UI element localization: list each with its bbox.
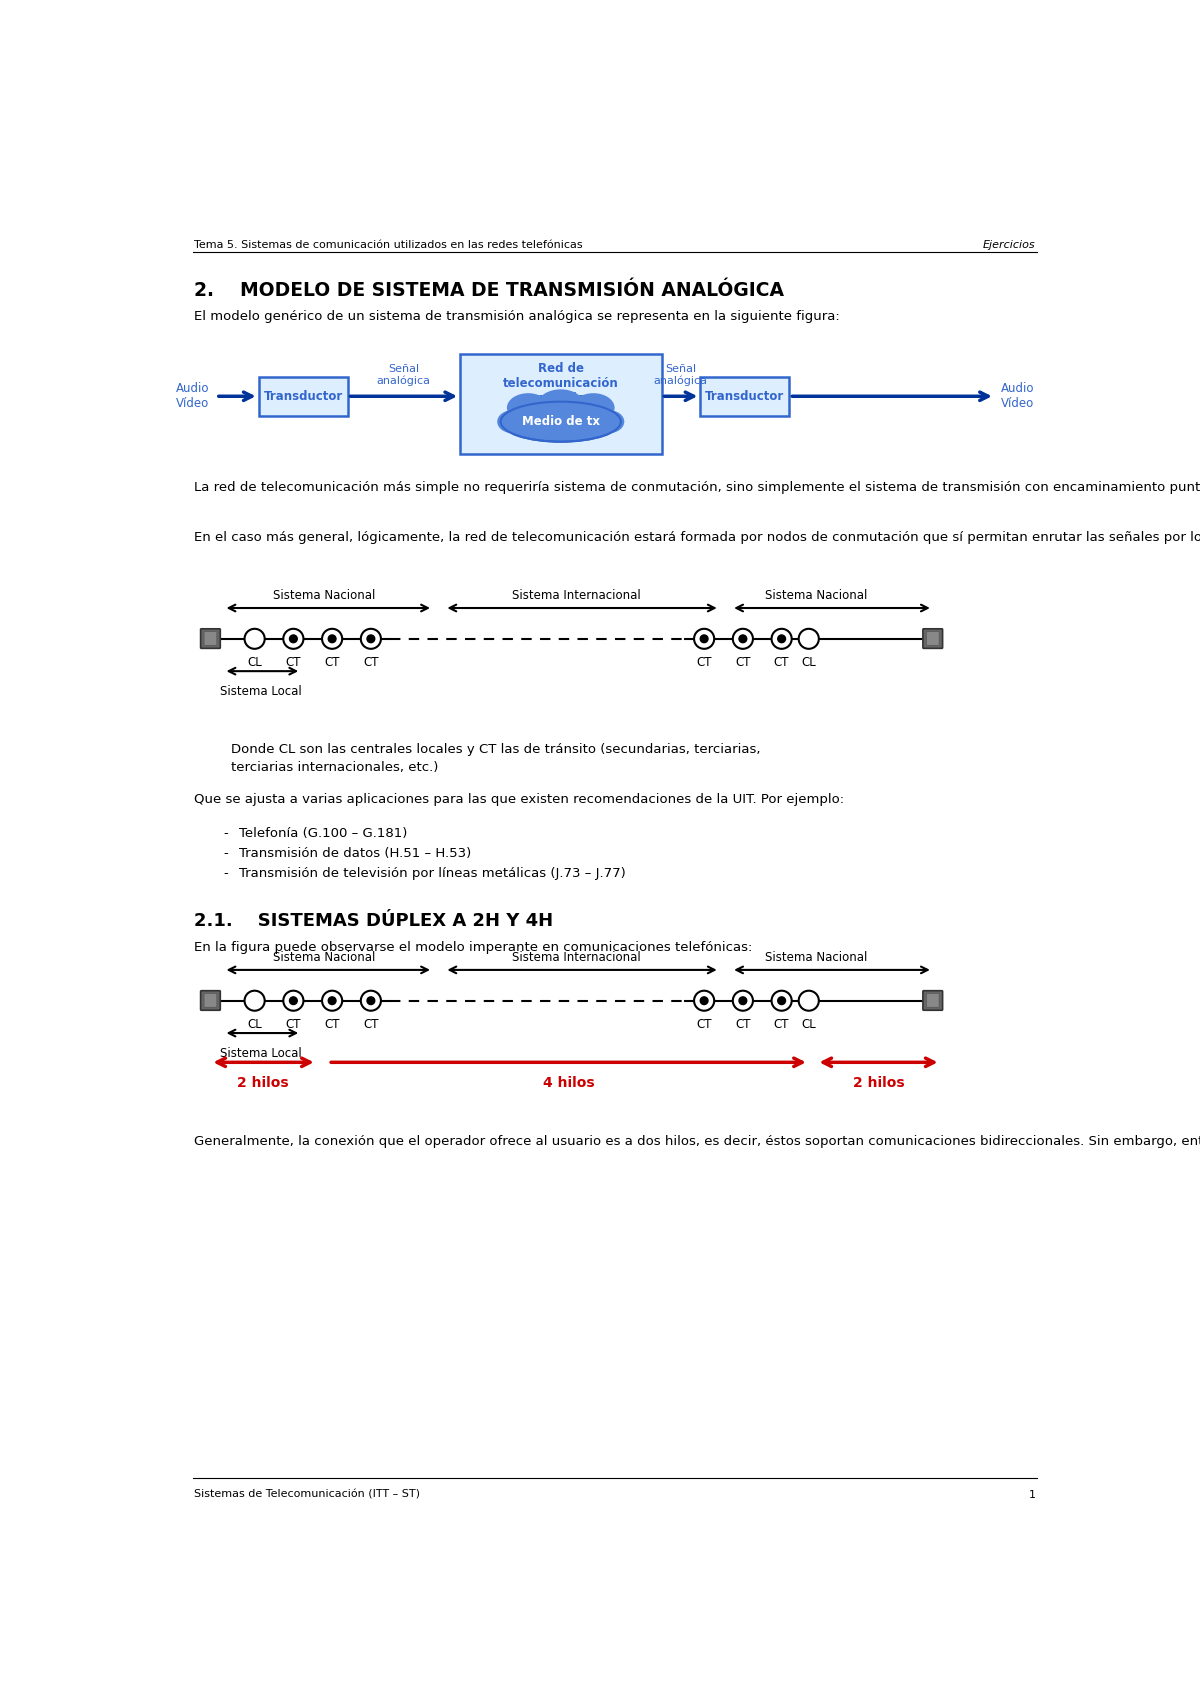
Circle shape bbox=[329, 997, 336, 1005]
Circle shape bbox=[778, 997, 786, 1005]
Circle shape bbox=[367, 997, 374, 1005]
Text: Sistema Nacional: Sistema Nacional bbox=[766, 589, 868, 601]
Text: Transmisión de televisión por líneas metálicas (J.73 – J.77): Transmisión de televisión por líneas met… bbox=[239, 868, 626, 881]
Circle shape bbox=[367, 635, 374, 642]
Text: CT: CT bbox=[736, 1017, 751, 1031]
Circle shape bbox=[329, 635, 336, 642]
Circle shape bbox=[701, 635, 708, 642]
Circle shape bbox=[245, 990, 265, 1010]
Text: CT: CT bbox=[364, 655, 379, 669]
Text: Sistema Local: Sistema Local bbox=[220, 1048, 301, 1060]
Text: Red de
telecomunicación
analógica: Red de telecomunicación analógica bbox=[503, 362, 619, 404]
Text: Medio de tx: Medio de tx bbox=[522, 416, 600, 428]
Text: Sistema Nacional: Sistema Nacional bbox=[274, 951, 376, 964]
Text: Que se ajusta a varias aplicaciones para las que existen recomendaciones de la U: Que se ajusta a varias aplicaciones para… bbox=[194, 793, 845, 807]
FancyBboxPatch shape bbox=[204, 993, 217, 1007]
Text: Ejercicios: Ejercicios bbox=[983, 239, 1036, 250]
Circle shape bbox=[245, 628, 265, 649]
Text: Generalmente, la conexión que el operador ofrece al usuario es a dos hilos, es d: Generalmente, la conexión que el operado… bbox=[194, 1136, 1200, 1148]
Text: Sistema Nacional: Sistema Nacional bbox=[274, 589, 376, 601]
FancyBboxPatch shape bbox=[926, 993, 940, 1007]
Circle shape bbox=[322, 990, 342, 1010]
FancyBboxPatch shape bbox=[258, 377, 348, 416]
Text: Transductor: Transductor bbox=[706, 391, 785, 402]
Circle shape bbox=[701, 997, 708, 1005]
Circle shape bbox=[778, 635, 786, 642]
Circle shape bbox=[733, 628, 752, 649]
FancyBboxPatch shape bbox=[701, 377, 790, 416]
Text: -: - bbox=[223, 827, 228, 841]
Circle shape bbox=[289, 635, 298, 642]
Circle shape bbox=[733, 990, 752, 1010]
Circle shape bbox=[283, 990, 304, 1010]
Text: Sistema Local: Sistema Local bbox=[220, 684, 301, 698]
FancyBboxPatch shape bbox=[460, 353, 661, 453]
Text: Donde CL son las centrales locales y CT las de tránsito (secundarias, terciarias: Donde CL son las centrales locales y CT … bbox=[232, 742, 761, 774]
Ellipse shape bbox=[500, 402, 620, 441]
Text: CT: CT bbox=[286, 655, 301, 669]
Text: CL: CL bbox=[247, 655, 262, 669]
Text: CT: CT bbox=[774, 655, 790, 669]
Text: CT: CT bbox=[324, 655, 340, 669]
Text: CT: CT bbox=[696, 1017, 712, 1031]
Circle shape bbox=[322, 628, 342, 649]
Text: CT: CT bbox=[736, 655, 751, 669]
Text: Audio
Vídeo: Audio Vídeo bbox=[1001, 382, 1034, 411]
Circle shape bbox=[772, 628, 792, 649]
Ellipse shape bbox=[506, 394, 550, 423]
Circle shape bbox=[772, 990, 792, 1010]
Text: Audio
Vídeo: Audio Vídeo bbox=[176, 382, 209, 411]
Text: CT: CT bbox=[364, 1017, 379, 1031]
Text: Sistema Internacional: Sistema Internacional bbox=[512, 589, 641, 601]
Text: En el caso más general, lógicamente, la red de telecomunicación estará formada p: En el caso más general, lógicamente, la … bbox=[194, 531, 1200, 543]
Circle shape bbox=[283, 628, 304, 649]
Text: 2.1.    SISTEMAS DÚPLEX A 2H Y 4H: 2.1. SISTEMAS DÚPLEX A 2H Y 4H bbox=[194, 912, 553, 931]
Circle shape bbox=[799, 628, 818, 649]
Ellipse shape bbox=[497, 411, 528, 433]
Ellipse shape bbox=[572, 394, 614, 423]
Circle shape bbox=[694, 990, 714, 1010]
FancyBboxPatch shape bbox=[926, 632, 940, 645]
Ellipse shape bbox=[593, 411, 624, 433]
Text: CL: CL bbox=[247, 1017, 262, 1031]
Text: Señal
analógica: Señal analógica bbox=[654, 363, 708, 385]
Text: CT: CT bbox=[286, 1017, 301, 1031]
Text: Transmisión de datos (H.51 – H.53): Transmisión de datos (H.51 – H.53) bbox=[239, 847, 472, 861]
Circle shape bbox=[739, 997, 746, 1005]
Text: Sistema Internacional: Sistema Internacional bbox=[512, 951, 641, 964]
Circle shape bbox=[361, 628, 380, 649]
Text: 1: 1 bbox=[1028, 1489, 1036, 1499]
Text: CT: CT bbox=[324, 1017, 340, 1031]
Circle shape bbox=[739, 635, 746, 642]
FancyBboxPatch shape bbox=[200, 628, 221, 649]
FancyBboxPatch shape bbox=[923, 628, 942, 649]
Text: 2 hilos: 2 hilos bbox=[236, 1077, 288, 1090]
Text: Sistema Nacional: Sistema Nacional bbox=[766, 951, 868, 964]
Circle shape bbox=[361, 990, 380, 1010]
Text: CT: CT bbox=[696, 655, 712, 669]
Text: En la figura puede observarse el modelo imperante en comunicaciones telefónicas:: En la figura puede observarse el modelo … bbox=[194, 941, 752, 954]
FancyBboxPatch shape bbox=[923, 990, 942, 1010]
Text: -: - bbox=[223, 847, 228, 861]
Text: Telefonía (G.100 – G.181): Telefonía (G.100 – G.181) bbox=[239, 827, 408, 841]
Text: Transductor: Transductor bbox=[264, 391, 343, 402]
Ellipse shape bbox=[538, 389, 584, 419]
Text: El modelo genérico de un sistema de transmisión analógica se representa en la si: El modelo genérico de un sistema de tran… bbox=[194, 311, 840, 323]
Text: 2 hilos: 2 hilos bbox=[853, 1077, 905, 1090]
Text: 4 hilos: 4 hilos bbox=[542, 1077, 594, 1090]
Text: Tema 5. Sistemas de comunicación utilizados en las redes telefónicas: Tema 5. Sistemas de comunicación utiliza… bbox=[194, 239, 583, 250]
FancyBboxPatch shape bbox=[200, 990, 221, 1010]
Circle shape bbox=[694, 628, 714, 649]
Text: La red de telecomunicación más simple no requeriría sistema de conmutación, sino: La red de telecomunicación más simple no… bbox=[194, 481, 1200, 494]
Text: Sistemas de Telecomunicación (ITT – ST): Sistemas de Telecomunicación (ITT – ST) bbox=[194, 1489, 420, 1499]
FancyBboxPatch shape bbox=[204, 632, 217, 645]
Text: CL: CL bbox=[802, 655, 816, 669]
Text: CL: CL bbox=[802, 1017, 816, 1031]
Circle shape bbox=[799, 990, 818, 1010]
Text: CT: CT bbox=[774, 1017, 790, 1031]
Text: -: - bbox=[223, 868, 228, 881]
Text: 2.    MODELO DE SISTEMA DE TRANSMISIÓN ANALÓGICA: 2. MODELO DE SISTEMA DE TRANSMISIÓN ANAL… bbox=[194, 280, 784, 301]
Text: Señal
analógica: Señal analógica bbox=[377, 363, 431, 385]
Circle shape bbox=[289, 997, 298, 1005]
